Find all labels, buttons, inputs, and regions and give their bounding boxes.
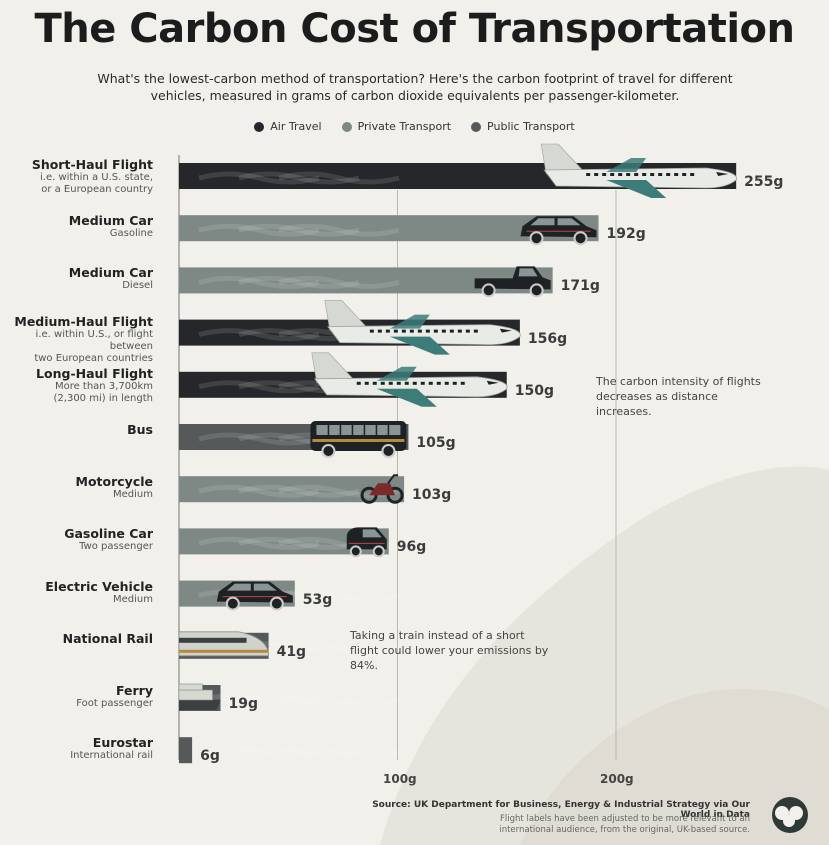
row-name: Electric Vehicle: [45, 578, 153, 594]
bus-icon: [310, 421, 407, 458]
value-label: 53g: [302, 591, 333, 608]
row-sublabel: i.e. within a U.S. state,: [40, 172, 153, 183]
legend-swatch-private: [341, 121, 352, 132]
legend-swatch-air: [254, 121, 265, 132]
row-name: Medium Car: [68, 213, 153, 229]
airplane-icon: [311, 352, 508, 407]
value-label: 255g: [744, 174, 784, 190]
pickup-truck-icon: [474, 266, 551, 298]
source-text: Source: UK Department for Business, Ener…: [372, 800, 750, 820]
row-name: Bus: [127, 422, 153, 437]
row-sublabel: Foot passenger: [76, 698, 153, 709]
row-label: Gasoline Car Two passenger: [0, 526, 153, 553]
legend-label-public: Public Transport: [487, 120, 575, 133]
value-label: 19g: [228, 696, 259, 712]
row-name: National Rail: [62, 630, 153, 646]
value-label: 150g: [514, 382, 554, 399]
page-title: The Carbon Cost of Transportation: [34, 6, 795, 52]
annotation-flights: The carbon intensity of flights decrease…: [596, 375, 761, 418]
row-label: Short-Haul Flight i.e. within a U.S. stat…: [0, 157, 153, 196]
row-label: Medium Car Diesel: [0, 265, 153, 292]
row-sublabel: i.e. within U.S., or flight between: [35, 328, 153, 352]
row-label: Medium Car Gasoline: [0, 213, 153, 240]
row-label: National Rail: [0, 631, 153, 646]
small-car-icon: [346, 527, 387, 558]
airplane-icon: [324, 300, 521, 355]
legend-label-air: Air Travel: [270, 120, 322, 133]
row-label: Motorcycle Medium: [0, 474, 153, 501]
airplane-icon: [540, 143, 737, 198]
legend-item-public: Public Transport: [471, 120, 575, 133]
value-label: 105g: [416, 435, 456, 451]
row-sublabel: Medium: [113, 489, 153, 501]
row-sublabel: More than 3,700km: [54, 380, 153, 392]
row-name: Motorcycle: [75, 474, 153, 490]
legend: Air Travel Private Transport Public Tran…: [0, 120, 829, 133]
row-name: Eurostar: [92, 735, 153, 751]
row-name: Long-Haul Flight: [36, 365, 153, 381]
footnote: Flight labels have been adjusted to be m…: [499, 814, 750, 835]
row-name: Medium Car: [68, 265, 153, 281]
annotation-train: Taking a train instead of a short flight…: [350, 629, 549, 672]
row-name: Gasoline Car: [64, 526, 153, 542]
value-label: 6g: [200, 748, 220, 765]
bar-11: [179, 737, 193, 764]
row-label: Ferry Foot passenger: [0, 683, 153, 710]
value-label: 41g: [276, 643, 307, 660]
row-sublabel: International rail: [70, 750, 153, 762]
suv-icon: [520, 216, 597, 246]
row-sublabel: Medium: [113, 593, 153, 605]
value-label: 171g: [560, 278, 600, 295]
publisher-logo-icon: [772, 797, 808, 833]
row-name: Short-Haul Flight: [31, 157, 153, 172]
row-label: Electric Vehicle Medium: [0, 579, 153, 606]
row-sublabel: Two passenger: [79, 541, 153, 553]
value-label: 192g: [606, 226, 646, 243]
row-label: Medium-Haul Flight i.e. within U.S., or f…: [0, 314, 153, 365]
row-sublabel: or a European country: [41, 184, 153, 195]
row-label: Long-Haul Flight More than 3,700km (2,300 …: [0, 366, 153, 405]
value-label: 156g: [527, 330, 568, 347]
row-sublabel: Diesel: [122, 280, 153, 292]
page-subtitle: What's the lowest-carbon method of trans…: [97, 71, 733, 103]
train-icon: [178, 631, 269, 657]
row-label: Bus: [0, 422, 153, 437]
legend-item-air: Air Travel: [254, 120, 322, 133]
row-name: Medium-Haul Flight: [14, 313, 153, 329]
row-sublabel: (2,300 mi) in length: [53, 392, 153, 404]
motorcycle-icon: [360, 474, 404, 504]
ferry-icon: [178, 683, 221, 710]
row-sublabel: Gasoline: [109, 228, 153, 240]
legend-label-private: Private Transport: [357, 120, 452, 133]
electric-car-icon: [216, 581, 293, 611]
row-label: Eurostar International rail: [0, 735, 153, 762]
row-name: Ferry: [116, 683, 153, 698]
legend-item-private: Private Transport: [341, 120, 452, 133]
legend-swatch-public: [471, 121, 482, 132]
value-label: 103g: [412, 487, 452, 504]
x-tick-label-200: 200g: [600, 772, 634, 786]
x-tick-label-100: 100g: [383, 772, 417, 786]
row-sublabel: two European countries: [34, 352, 153, 364]
value-label: 96g: [396, 539, 427, 556]
